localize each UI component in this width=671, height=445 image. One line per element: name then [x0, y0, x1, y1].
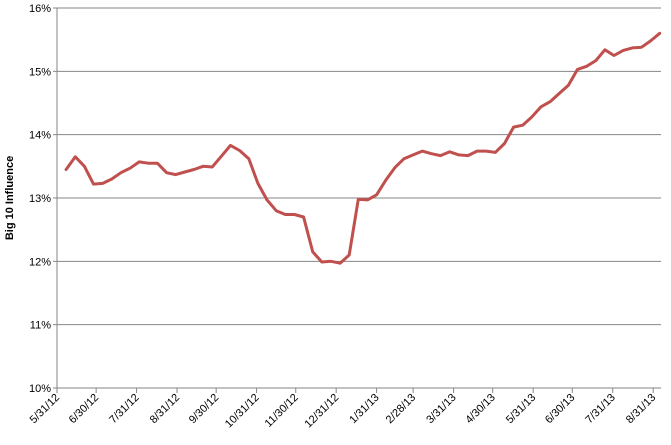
y-axis-label: Big 10 Influence: [4, 156, 16, 240]
x-tick-label: 7/31/12: [107, 392, 141, 426]
x-tick-label: 11/30/12: [263, 392, 301, 430]
x-tick-label: 5/31/12: [28, 392, 62, 426]
x-tick-label: 3/31/13: [424, 392, 458, 426]
line-series: [64, 31, 662, 265]
y-tick-label: 10%: [29, 383, 51, 395]
y-tick-label: 11%: [30, 320, 51, 332]
x-tick-label: 1/31/13: [347, 392, 381, 426]
x-tick-label: 4/30/13: [463, 392, 497, 426]
x-tick-label: 8/31/13: [624, 392, 658, 426]
x-tick-label: 2/28/13: [384, 392, 418, 426]
x-tick-label: 8/31/12: [148, 392, 182, 426]
x-tick-label: 6/30/13: [543, 392, 577, 426]
x-tick-label: 5/31/13: [504, 392, 538, 426]
x-tick-label: 7/31/13: [583, 392, 617, 426]
y-tick-label: 12%: [29, 256, 51, 268]
x-tick-label: 10/31/12: [223, 392, 262, 431]
x-tick-label: 6/30/12: [67, 392, 101, 426]
x-tick-label: 12/31/12: [303, 392, 342, 431]
x-tick-label: 9/30/12: [187, 392, 221, 426]
y-tick-label: 16%: [29, 3, 51, 15]
y-tick-label: 14%: [29, 130, 51, 142]
y-tick-label: 13%: [29, 193, 51, 205]
y-tick-label: 15%: [29, 66, 51, 78]
